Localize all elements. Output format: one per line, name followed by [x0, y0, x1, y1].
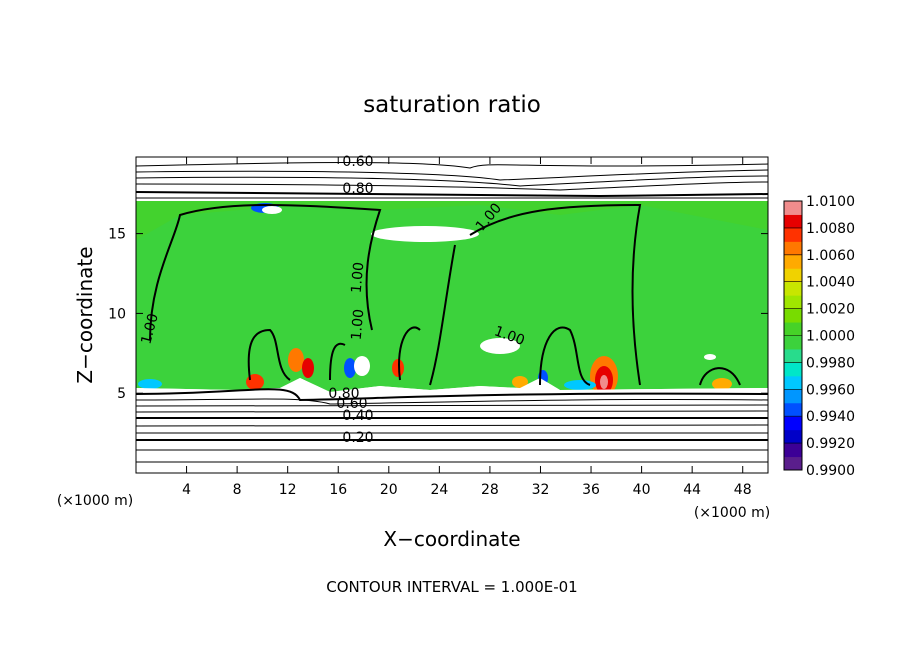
footer-note: CONTOUR INTERVAL = 1.000E-01 — [326, 578, 577, 596]
field-region — [600, 375, 608, 389]
x-tick-label: 28 — [481, 482, 499, 498]
contour-label: 1.00 — [138, 312, 162, 346]
contour-label: 1.00 — [349, 261, 368, 293]
x-tick-label: 12 — [279, 482, 297, 498]
colorbar-tick-label: 1.0100 — [806, 194, 855, 210]
contour-label: 0.20 — [342, 430, 373, 446]
contour-line — [429, 244, 456, 386]
contour-line — [329, 326, 421, 381]
contour-line — [135, 169, 769, 181]
contour-label: 0.60 — [336, 396, 367, 412]
plot-frame — [135, 156, 769, 474]
contour-line — [135, 424, 769, 427]
contour-line — [135, 388, 769, 402]
x-tick-label: 32 — [532, 482, 550, 498]
contour-label: 0.40 — [342, 408, 373, 424]
contour-line — [135, 162, 769, 169]
contour-line — [135, 404, 769, 407]
colorbar-tick-label: 1.0040 — [806, 275, 855, 291]
colorbar-band — [784, 227, 802, 242]
x-axis-label: X−coordinate — [383, 527, 520, 551]
y-tick-label: 15 — [108, 227, 126, 243]
contour-line — [539, 326, 591, 386]
colorbar-tick-label: 1.0020 — [806, 302, 855, 318]
field-region — [136, 201, 768, 392]
x-unit-label: (×1000 m) — [694, 505, 770, 521]
field-region — [262, 206, 282, 214]
colorbar-band — [784, 254, 802, 269]
contour-label: 0.80 — [328, 386, 359, 402]
contour-label: 0.60 — [342, 154, 373, 170]
colorbar-band — [784, 362, 802, 377]
colorbar-tick-label: 0.9980 — [806, 355, 855, 371]
field-region — [371, 226, 479, 242]
contour-line — [247, 328, 291, 381]
colorbar-band — [784, 429, 802, 444]
colorbar-band — [784, 214, 802, 229]
colorbar-band — [784, 308, 802, 323]
contour-line — [135, 191, 769, 198]
colorbar-band — [784, 416, 802, 431]
colorbar-band — [784, 322, 802, 336]
x-unit-label: (×1000 m) — [57, 493, 133, 509]
y-tick-label: 5 — [117, 386, 126, 402]
colorbar-tick-label: 0.9960 — [806, 382, 855, 398]
contours — [135, 162, 769, 463]
colorbar-tick-label: 0.9940 — [806, 409, 855, 425]
colorbar-band — [784, 201, 802, 215]
x-tick-label: 4 — [182, 482, 191, 498]
x-tick-label: 8 — [233, 482, 242, 498]
chart-title: saturation ratio — [363, 92, 541, 118]
contour-line — [135, 181, 769, 191]
contour-line — [135, 398, 769, 405]
field-region — [712, 378, 732, 390]
x-tick-label: 44 — [683, 482, 701, 498]
contour-line — [469, 203, 642, 386]
colorbar-band — [784, 443, 802, 458]
colorbar-band — [784, 389, 802, 404]
field-region — [354, 356, 370, 376]
contour-line — [699, 367, 741, 386]
colorbar-tick-label: 1.0000 — [806, 329, 855, 345]
x-tick-label: 40 — [633, 482, 651, 498]
colorbar-tick-label: 1.0080 — [806, 221, 855, 237]
x-tick-label: 36 — [582, 482, 600, 498]
y-tick-label: 10 — [108, 306, 126, 322]
x-tick-label: 24 — [430, 482, 448, 498]
colorbar-band — [784, 375, 802, 390]
contour-line — [135, 410, 769, 413]
colorbar-band — [784, 456, 802, 471]
field-region — [512, 376, 528, 388]
colorbar-band — [784, 295, 802, 310]
field-region — [288, 348, 304, 372]
field-region — [704, 354, 716, 360]
field-region — [136, 201, 768, 240]
field-region — [480, 338, 520, 354]
contour-line — [149, 204, 382, 341]
colorbar-band — [784, 268, 802, 283]
field-region — [344, 358, 356, 378]
x-tick-label: 48 — [734, 482, 752, 498]
contour-label: 1.00 — [349, 308, 368, 340]
colorbar-band — [784, 348, 802, 363]
colorbar-band — [784, 402, 802, 417]
x-tick-label: 20 — [380, 482, 398, 498]
colorbar-band — [784, 335, 802, 350]
colorbar-band — [784, 281, 802, 296]
contour-line — [135, 175, 769, 187]
field-region — [136, 157, 768, 201]
y-axis-label: Z−coordinate — [73, 246, 97, 383]
x-tick-label: 16 — [329, 482, 347, 498]
field-region — [302, 358, 314, 378]
field-region — [564, 380, 596, 390]
colorbar-tick-label: 0.9900 — [806, 463, 855, 479]
colorbar-tick-label: 0.9920 — [806, 436, 855, 452]
colorbar-band — [784, 241, 802, 256]
field-region — [138, 379, 162, 389]
colorbar-tick-label: 1.0060 — [806, 248, 855, 264]
contour-label: 0.80 — [342, 181, 373, 197]
